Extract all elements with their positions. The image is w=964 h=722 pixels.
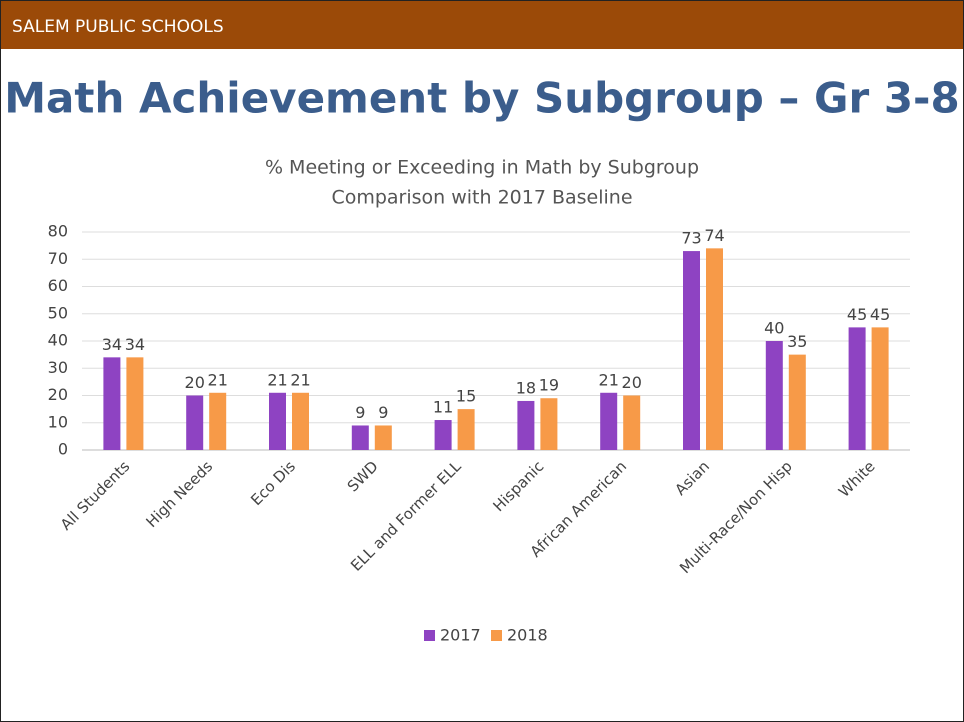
y-tick-label: 60 (48, 276, 68, 295)
data-label: 9 (355, 403, 365, 422)
bar (540, 398, 558, 450)
bar (209, 392, 227, 450)
bar (186, 395, 204, 450)
chart-title: % Meeting or Exceeding in Math by Subgro… (265, 157, 699, 179)
header-bar (1, 1, 963, 49)
data-label: 74 (704, 226, 724, 245)
y-tick-label: 0 (58, 440, 68, 459)
y-tick-label: 40 (48, 331, 68, 350)
legend-swatch (424, 630, 435, 641)
bar (292, 392, 309, 450)
data-label: 18 (516, 378, 536, 397)
bar (871, 327, 889, 450)
bar (600, 392, 618, 450)
data-label: 40 (764, 319, 784, 338)
y-tick-label: 30 (48, 358, 68, 377)
bar (623, 395, 641, 450)
y-tick-label: 70 (48, 249, 68, 268)
bar (457, 409, 475, 450)
bar (126, 357, 144, 450)
bar (517, 400, 535, 450)
bar (103, 357, 121, 450)
chart-subtitle: Comparison with 2017 Baseline (331, 187, 632, 209)
data-label: 20 (185, 373, 205, 392)
data-label: 73 (681, 229, 701, 248)
legend-label: 2017 (440, 626, 481, 645)
data-label: 21 (290, 370, 310, 389)
data-label: 35 (787, 332, 807, 351)
data-label: 34 (102, 335, 122, 354)
y-tick-label: 50 (48, 303, 68, 322)
bar (351, 425, 369, 450)
data-label: 15 (456, 387, 476, 406)
data-label: 21 (208, 370, 228, 389)
bar (683, 251, 700, 450)
legend-swatch (491, 630, 502, 641)
data-label: 45 (847, 305, 867, 324)
org-name: SALEM PUBLIC SCHOOLS (12, 17, 224, 37)
legend-label: 2018 (507, 626, 548, 645)
bar (269, 392, 286, 450)
y-tick-label: 80 (48, 222, 68, 241)
data-label: 21 (599, 370, 619, 389)
bar (374, 425, 392, 450)
bar (848, 327, 866, 450)
bar (788, 354, 806, 450)
data-label: 21 (267, 370, 287, 389)
bar (706, 248, 723, 450)
bar (434, 420, 452, 450)
bar (765, 341, 783, 450)
data-label: 45 (870, 305, 890, 324)
data-label: 20 (622, 373, 642, 392)
y-tick-label: 10 (48, 412, 68, 431)
data-label: 9 (378, 403, 388, 422)
y-tick-label: 20 (48, 385, 68, 404)
data-label: 34 (125, 335, 145, 354)
data-label: 19 (539, 376, 559, 395)
slide-title: Math Achievement by Subgroup – Gr 3-8 (4, 74, 959, 123)
data-label: 11 (433, 398, 453, 417)
